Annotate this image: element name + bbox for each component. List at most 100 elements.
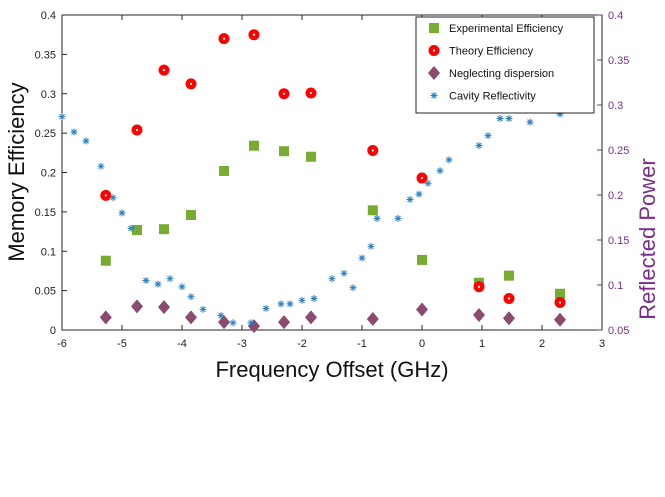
ticks-layer: -6 -5 -4 -3 -2 -1 0 1 2 3 0 0.05 0.1 0.15 0.2 0.25 0.3 0.…	[35, 10, 630, 350]
asterisk-stroke	[263, 305, 269, 312]
right-y-tick-label: 0.2	[608, 190, 623, 202]
cavity-point	[118, 209, 126, 217]
asterisk-stroke	[119, 210, 125, 216]
x-tick-label: -3	[237, 338, 247, 350]
cavity-point	[199, 305, 207, 313]
y-tick-label: 0.4	[41, 10, 56, 22]
legend-label: Experimental Efficiency	[449, 23, 564, 35]
asterisk-stroke	[407, 196, 413, 203]
cavity-point	[70, 128, 78, 136]
legend-label: Neglecting dispersion	[449, 68, 554, 80]
cavity-point	[445, 156, 453, 164]
x-tick-label: -5	[117, 338, 127, 350]
cavity-point	[247, 319, 255, 327]
asterisk-stroke	[368, 243, 374, 250]
x-tick-label: 2	[539, 338, 545, 350]
asterisk-stroke	[155, 281, 161, 287]
experimental-point	[367, 205, 378, 216]
right-y-tick-label: 0.15	[608, 235, 629, 247]
asterisk-stroke	[329, 275, 335, 282]
cavity-point	[358, 254, 366, 262]
right-y-tick-label: 0.05	[608, 325, 629, 337]
y-tick-label: 0.05	[35, 286, 56, 298]
right-y-tick-label: 0.35	[608, 55, 629, 67]
x-tick-label: 1	[479, 338, 485, 350]
asterisk-stroke	[527, 119, 533, 125]
cavity-point	[406, 196, 414, 203]
theory-point-center	[222, 37, 226, 40]
x-tick-label: -6	[57, 338, 67, 350]
cavity-point	[424, 179, 432, 187]
neglecting-point	[473, 308, 485, 323]
cavity-point	[277, 300, 285, 308]
cavity-point	[496, 115, 504, 122]
asterisk-stroke	[341, 270, 347, 277]
neglecting-point	[503, 311, 515, 326]
cavity-point	[475, 142, 483, 149]
asterisk-stroke	[446, 157, 452, 163]
asterisk-stroke	[311, 295, 317, 302]
x-tick-label: -2	[297, 338, 307, 350]
asterisk-stroke	[287, 301, 293, 307]
neglecting-point	[366, 311, 379, 326]
y-tick-label: 0.15	[35, 207, 56, 219]
asterisk-stroke	[485, 132, 491, 139]
y-axis-label: Memory Efficiency	[4, 82, 29, 261]
cavity-point	[217, 312, 225, 320]
cavity-point	[178, 283, 186, 291]
cavity-point	[154, 280, 162, 288]
y-tick-label: 0	[50, 325, 56, 337]
x-axis-label: Frequency Offset (GHz)	[215, 357, 448, 382]
asterisk-stroke	[248, 319, 254, 326]
cavity-point	[526, 118, 534, 126]
cavity-point	[367, 242, 375, 250]
asterisk-stroke	[431, 92, 437, 99]
cavity-point	[229, 319, 237, 327]
theory-point-center	[507, 297, 511, 300]
cavity-point	[262, 304, 270, 312]
x-tick-label: -4	[177, 338, 187, 350]
cavity-point	[310, 295, 318, 302]
cavity-point	[340, 269, 348, 277]
x-tick-label: 3	[599, 338, 605, 350]
legend-marker-diamond	[428, 66, 440, 80]
experimental-point	[100, 255, 111, 266]
experimental-point	[504, 270, 514, 281]
cavity-point	[373, 214, 381, 222]
neglecting-point	[158, 300, 170, 315]
y-tick-label: 0.25	[35, 128, 56, 140]
right-y-tick-label: 0.3	[608, 100, 623, 112]
right-y-tick-label: 0.25	[608, 145, 629, 157]
asterisk-stroke	[59, 113, 65, 120]
theory-point-center	[282, 92, 286, 95]
cavity-point	[166, 275, 174, 283]
asterisk-stroke	[374, 215, 380, 222]
asterisk-stroke	[128, 225, 134, 232]
x-tick-label: 0	[419, 338, 425, 350]
theory-point-center	[252, 33, 256, 36]
cavity-point	[142, 277, 150, 284]
cavity-point	[58, 113, 66, 121]
legend-label: Cavity Reflectivity	[449, 91, 536, 103]
cavity-point	[484, 132, 492, 140]
theory-point-center	[477, 285, 481, 288]
experimental-point	[306, 151, 316, 162]
theory-point-center	[135, 128, 139, 132]
asterisk-stroke	[71, 129, 77, 135]
asterisk-stroke	[416, 191, 422, 197]
experimental-point	[132, 224, 142, 235]
theory-point-center	[371, 149, 374, 152]
theory-point-center	[420, 176, 424, 180]
legend-label: Theory Efficiency	[449, 46, 534, 58]
asterisk-stroke	[167, 275, 173, 282]
marks-layer	[58, 29, 566, 334]
asterisk-stroke	[218, 312, 224, 319]
right-y-tick-label: 0.4	[608, 10, 623, 22]
right-y-tick-label: 0.1	[608, 280, 623, 292]
asterisk-stroke	[179, 283, 185, 290]
cavity-point	[436, 167, 444, 175]
cavity-point	[187, 293, 195, 301]
y-tick-label: 0.2	[41, 168, 56, 180]
asterisk-stroke	[437, 167, 443, 174]
